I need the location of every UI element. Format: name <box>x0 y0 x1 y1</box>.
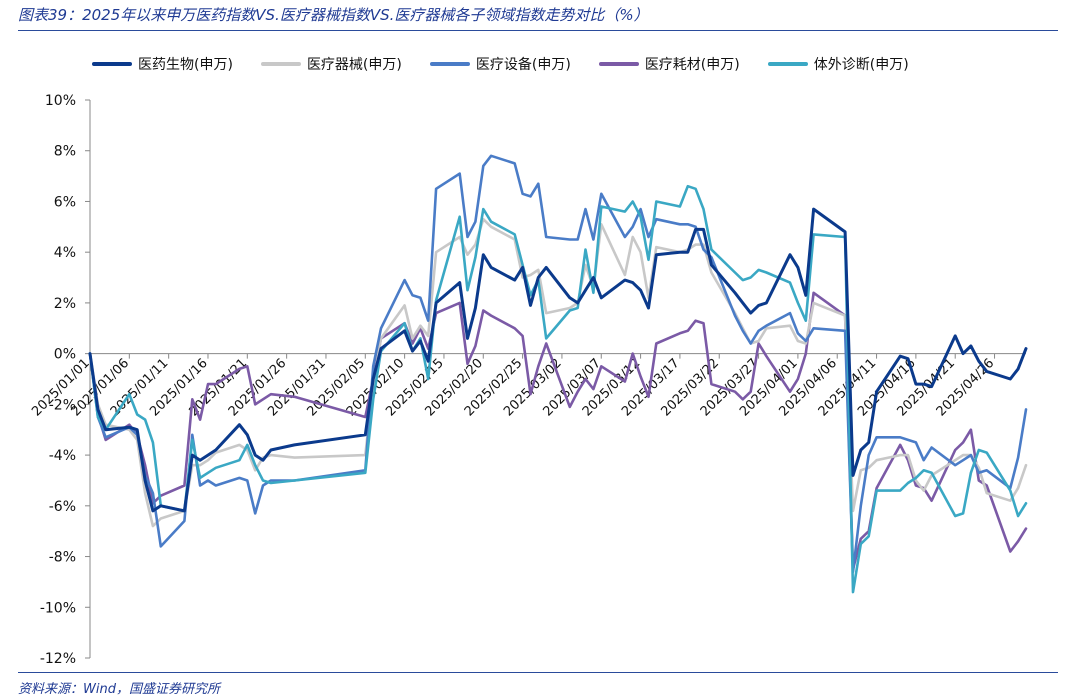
legend-swatch-pharma <box>92 62 132 66</box>
y-tick-label: -10% <box>40 600 76 616</box>
y-tick-label: 8% <box>54 144 76 160</box>
series-line-1 <box>88 217 1028 528</box>
series-line-2 <box>88 154 1028 574</box>
y-tick-label: -4% <box>49 448 76 464</box>
legend-label-consumables: 医疗耗材(申万) <box>644 57 740 73</box>
footer-rule <box>18 672 1058 673</box>
legend-item-consumables: 医疗耗材(申万) <box>598 54 740 74</box>
series-lines <box>88 154 1028 594</box>
legend-swatch-consumables <box>598 62 639 66</box>
series-line-4 <box>88 184 1028 594</box>
legend-label-pharma: 医药生物(申万) <box>138 57 233 73</box>
legend: 医药生物(申万) 医疗器械(申万) 医疗设备(申万) 医疗耗材(申万) 体外诊断… <box>92 54 909 74</box>
series-line-3 <box>88 291 1028 571</box>
legend-swatch-devices <box>260 62 301 66</box>
y-tick-label: -6% <box>49 499 76 515</box>
y-tick-label: -12% <box>40 651 76 667</box>
y-tick-label: 0% <box>54 347 76 363</box>
y-tick-label: 2% <box>54 296 76 312</box>
source-note: 资料来源：Wind，国盛证券研究所 <box>18 682 220 697</box>
y-tick-label: 4% <box>54 245 76 261</box>
title-rule <box>18 30 1058 31</box>
legend-item-equipment: 医疗设备(申万) <box>429 54 571 74</box>
legend-label-equipment: 医疗设备(申万) <box>475 57 571 73</box>
y-tick-label: 10% <box>45 93 76 109</box>
legend-swatch-ivd <box>767 62 808 66</box>
legend-item-devices: 医疗器械(申万) <box>260 54 402 74</box>
y-tick-label: -2% <box>49 397 76 413</box>
legend-label-ivd: 体外诊断(申万) <box>813 57 909 73</box>
legend-swatch-equipment <box>429 62 470 66</box>
legend-item-pharma: 医药生物(申万) <box>92 54 233 74</box>
y-tick-label: 6% <box>54 194 76 210</box>
chart-title: 图表39：2025年以来申万医药指数VS.医疗器械指数VS.医疗器械各子领域指数… <box>18 6 649 24</box>
y-axis: -12% -10% -8% -6% -4% -2% 0% 2% 4% 6% 8% 10% <box>40 93 91 667</box>
legend-label-devices: 医疗器械(申万) <box>306 57 402 73</box>
legend-item-ivd: 体外诊断(申万) <box>767 54 909 74</box>
y-tick-label: -8% <box>49 550 76 566</box>
series-line-0 <box>88 207 1028 513</box>
